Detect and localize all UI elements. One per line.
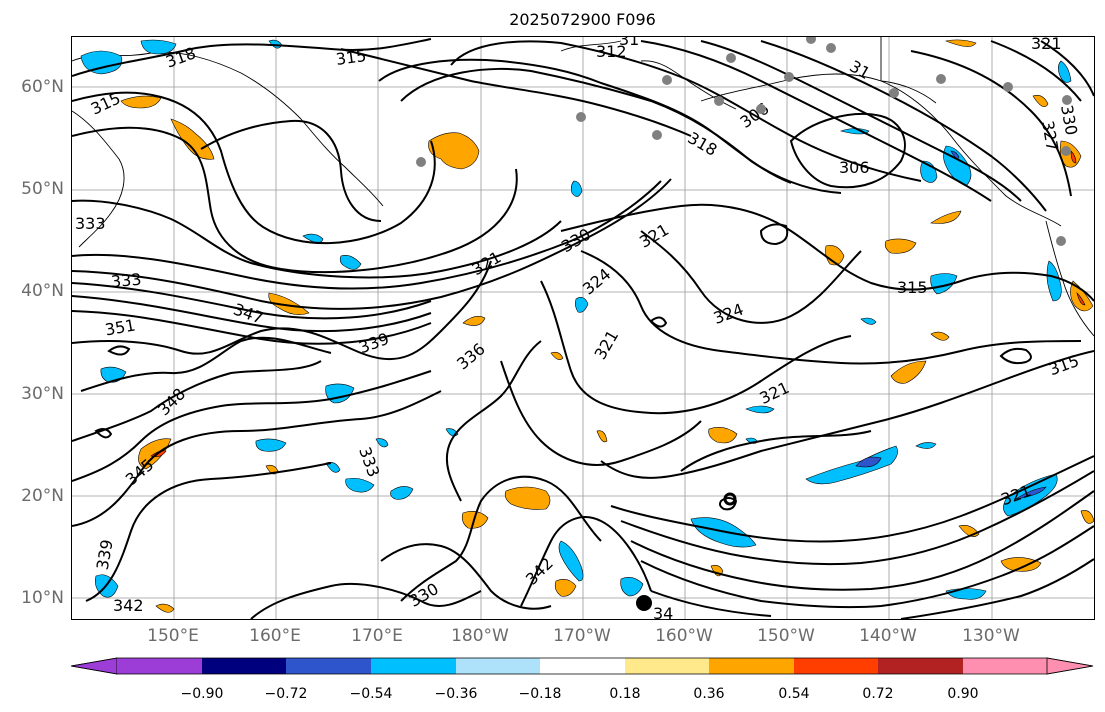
contour-label: 321	[1031, 37, 1062, 53]
contour-label: 315	[335, 46, 368, 69]
colorbar-segment	[625, 658, 709, 674]
colorbar-tick-label: −0.72	[264, 686, 308, 702]
colorbar-tick-label: −0.90	[180, 686, 224, 702]
contour-label: 324	[711, 300, 746, 328]
contour-label: 31	[619, 37, 639, 49]
colorbar-tick-label: −0.54	[349, 686, 393, 702]
lat-label-50n: 50°N	[21, 179, 64, 199]
lon-label-180w: 180°W	[451, 626, 509, 646]
lon-label-150e: 150°E	[147, 626, 199, 646]
colorbar-outline	[70, 657, 1094, 675]
colorbar-segment	[878, 658, 963, 674]
map-panel: 318 315 315 312 306 306 318 321 327 330 …	[71, 36, 1095, 620]
map-title: 2025072900 F096	[509, 10, 656, 29]
contour-label: 306	[737, 99, 773, 132]
contour-label: 342	[113, 596, 144, 615]
lon-label-130w: 130°W	[962, 626, 1020, 646]
lon-label-150w: 150°W	[757, 626, 815, 646]
colorbar-extend-max	[1046, 657, 1094, 675]
colorbar-segment	[709, 658, 794, 674]
colorbar-tick-label: −0.36	[434, 686, 478, 702]
contour-label: 351	[103, 315, 136, 339]
contour-label: 339	[356, 329, 391, 357]
contour-label: 34	[653, 604, 673, 619]
contour-label: 348	[154, 384, 189, 419]
colorbar-segment	[371, 658, 456, 674]
contour-label: 330	[1057, 103, 1081, 136]
colorbar-segment	[202, 658, 286, 674]
lon-label-170e: 170°E	[351, 626, 403, 646]
colorbar-segment	[963, 658, 1047, 674]
contour-label: 336	[453, 339, 489, 373]
lat-label-20n: 20°N	[21, 486, 64, 506]
colorbar-tick-label: 0.18	[609, 686, 641, 702]
contour-label: 321	[636, 220, 672, 252]
station-dots	[416, 37, 1072, 246]
contour-label: 324	[579, 264, 615, 298]
colorbar-extend-min	[70, 657, 118, 675]
lon-label-140w: 140°W	[859, 626, 917, 646]
colorbar-segment	[456, 658, 540, 674]
colorbar-segment	[540, 658, 625, 674]
lon-label-170w: 170°W	[553, 626, 611, 646]
negative-shading	[80, 39, 1072, 600]
contour-label: 315	[897, 278, 928, 297]
contour-label: 347	[231, 299, 266, 327]
contour-lines	[72, 38, 1094, 619]
colorbar-tick-label: 0.72	[862, 686, 894, 702]
contour-label: 327	[1038, 119, 1062, 152]
contour-label: 333	[75, 214, 106, 233]
lon-label-160w: 160°W	[655, 626, 713, 646]
contour-label: 330	[558, 225, 594, 257]
contour-label: 342	[522, 554, 557, 589]
lat-label-60n: 60°N	[21, 77, 64, 97]
contour-label: 339	[93, 538, 117, 571]
map-plot: 318 315 315 312 306 306 318 321 327 330 …	[72, 37, 1094, 619]
contour-label: 315	[1046, 351, 1081, 379]
lat-label-10n: 10°N	[21, 588, 64, 608]
contour-label: 321	[591, 327, 623, 363]
contour-label: 31	[846, 56, 873, 83]
colorbar-segment	[286, 658, 371, 674]
contour-label: 333	[110, 270, 142, 292]
contour-label: 312	[596, 42, 627, 61]
colorbar-segment	[794, 658, 878, 674]
marker-dot	[636, 595, 652, 611]
contour-label: 306	[839, 158, 870, 177]
colorbar-segment	[117, 658, 202, 674]
colorbar-tick-label: −0.18	[518, 686, 562, 702]
colorbar-tick-label: 0.90	[947, 686, 979, 702]
contour-label: 333	[355, 444, 383, 479]
colorbar-tick-label: 0.54	[778, 686, 810, 702]
low-center-marker	[723, 492, 737, 506]
contour-labels: 318 315 315 312 306 306 318 321 327 330 …	[75, 37, 1082, 619]
colorbar-tick-label: 0.36	[693, 686, 725, 702]
lat-label-40n: 40°N	[21, 281, 64, 301]
lon-label-160e: 160°E	[249, 626, 301, 646]
lat-label-30n: 30°N	[21, 384, 64, 404]
